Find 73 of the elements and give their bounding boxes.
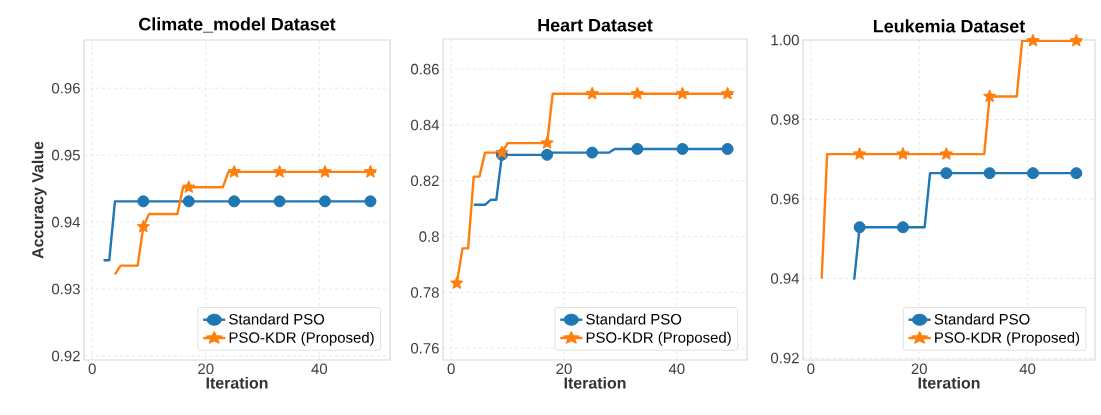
x-axis-title: Iteration [564, 376, 626, 389]
x-tick-label: 20 [556, 363, 572, 375]
point [1026, 167, 1039, 180]
point [273, 195, 286, 208]
y-axis-title: Accuracy Value [31, 141, 47, 259]
x-tick-label: 40 [1019, 363, 1036, 375]
point [228, 195, 241, 208]
point [940, 167, 953, 180]
point [363, 164, 378, 178]
chart-title: Leukemia Dataset [873, 19, 1026, 33]
y-tick-label: 0.76 [410, 342, 439, 354]
legend-label: Standard PSO [586, 313, 682, 325]
point [586, 146, 599, 159]
point [983, 167, 996, 180]
point [853, 221, 866, 234]
legend-label: PSO-KDR (Proposed) [935, 331, 1080, 346]
x-axis-title: Iteration [206, 376, 268, 389]
point [720, 86, 735, 100]
x-tick-label: 0 [447, 363, 455, 375]
point [182, 195, 195, 208]
y-tick-label: 0.82 [410, 175, 439, 187]
y-tick-label: 0.92 [51, 350, 80, 362]
point [318, 164, 332, 178]
x-tick-label: 40 [311, 363, 328, 375]
point [852, 147, 867, 160]
chart-title: Climate_model Dataset [139, 17, 336, 33]
y-tick-label: 0.96 [51, 82, 80, 94]
point [540, 136, 554, 149]
point [182, 180, 196, 194]
point [1070, 167, 1083, 180]
y-tick-label: 0.94 [51, 216, 81, 228]
point [541, 148, 554, 161]
chart-title: Heart Dataset [538, 18, 653, 32]
point [137, 195, 150, 208]
x-tick-label: 20 [198, 363, 214, 375]
point [364, 195, 377, 208]
point [676, 142, 689, 155]
point [982, 89, 997, 103]
x-tick-label: 20 [911, 363, 927, 375]
legend-label: PSO-KDR (Proposed) [586, 331, 731, 346]
point [450, 276, 464, 289]
y-tick-label: 0.92 [770, 352, 799, 364]
y-tick-label: 0.95 [51, 149, 80, 161]
y-tick-label: 0.94 [770, 273, 800, 284]
point [896, 147, 910, 160]
point [675, 86, 690, 100]
legend-label: Standard PSO [229, 313, 325, 325]
y-tick-label: 0.8 [419, 231, 439, 242]
y-tick-label: 0.84 [410, 119, 440, 131]
point [630, 86, 644, 100]
y-tick-label: 0.98 [770, 114, 799, 125]
y-tick-label: 0.86 [410, 63, 439, 75]
y-tick-label: 1.00 [771, 34, 799, 46]
x-axis-title: Iteration [918, 376, 980, 389]
y-tick-label: 0.96 [770, 193, 799, 205]
y-tick-label: 0.93 [51, 283, 80, 295]
x-tick-label: 0 [807, 363, 815, 375]
point [227, 164, 241, 178]
point [721, 142, 734, 155]
point [631, 142, 644, 155]
x-tick-label: 0 [88, 363, 96, 375]
point [136, 219, 151, 233]
legend-label: PSO-KDR (Proposed) [229, 331, 374, 346]
x-tick-label: 40 [668, 363, 685, 375]
legend-label: Standard PSO [934, 313, 1030, 325]
point [896, 221, 909, 234]
point [272, 164, 287, 178]
point [1069, 33, 1084, 47]
point [585, 86, 599, 100]
point [319, 195, 332, 208]
point [1026, 33, 1040, 47]
point [939, 147, 953, 160]
y-tick-label: 0.78 [410, 287, 439, 298]
